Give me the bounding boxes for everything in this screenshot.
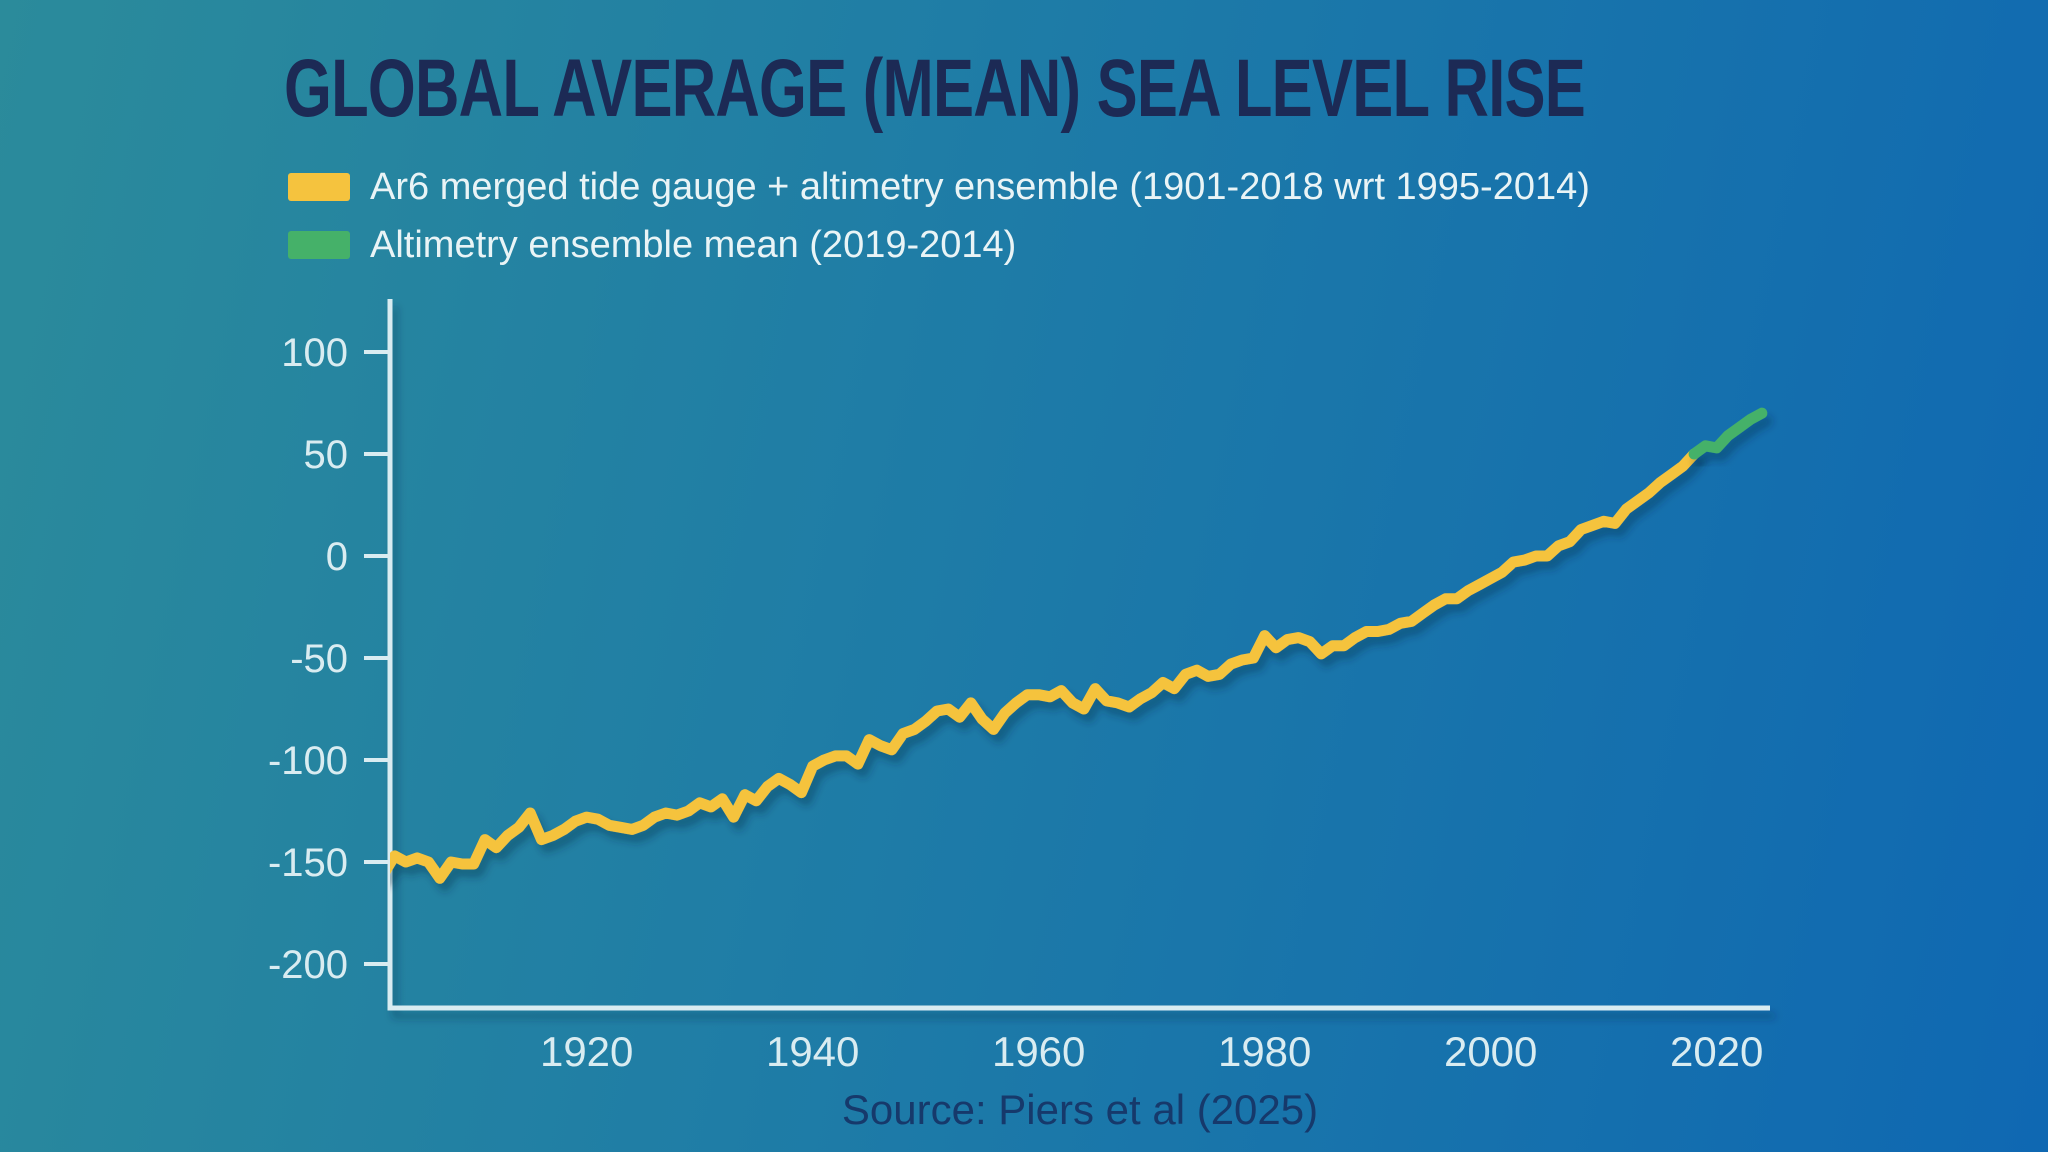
y-tick-label: -150 [268, 841, 348, 885]
x-tick-label: 1940 [766, 1028, 859, 1075]
legend-swatch-green [288, 231, 350, 259]
y-tick-label: -100 [268, 739, 348, 783]
y-axis-ticks: 100 50 0 -50 -100 -150 -200 [268, 331, 388, 987]
series-line-altimetry-mean [1688, 407, 1768, 460]
y-tick-label: -200 [268, 943, 348, 987]
x-tick-label: 2000 [1444, 1028, 1537, 1075]
chart-title: GLOBAL AVERAGE (MEAN) SEA LEVEL RISE [284, 43, 1586, 134]
legend-label-altimetry-mean: Altimetry ensemble mean (2019-2014) [370, 223, 1017, 266]
legend: Ar6 merged tide gauge + altimetry ensemb… [288, 158, 1590, 274]
y-tick-label: 50 [304, 433, 349, 477]
y-tick-label: -50 [290, 637, 348, 681]
legend-label-ar6-ensemble: Ar6 merged tide gauge + altimetry ensemb… [370, 165, 1590, 208]
y-tick-label: 100 [281, 331, 348, 375]
x-tick-label: 1980 [1218, 1028, 1311, 1075]
source-credit: Source: Piers et al (2025) [841, 1086, 1319, 1133]
legend-item-altimetry-mean: Altimetry ensemble mean (2019-2014) [288, 216, 1590, 274]
x-tick-label: 1960 [992, 1028, 1085, 1075]
legend-swatch-yellow [288, 173, 350, 201]
axis-lines [387, 299, 1770, 1011]
x-axis-ticks: 1920 1940 1960 1980 2000 2020 [540, 1028, 1763, 1075]
series-line-ar6-ensemble [390, 448, 1700, 884]
axes [387, 299, 1770, 1011]
y-tick-label: 0 [326, 535, 348, 579]
legend-item-ar6-ensemble: Ar6 merged tide gauge + altimetry ensemb… [288, 158, 1590, 216]
x-tick-label: 1920 [540, 1028, 633, 1075]
x-tick-label: 2020 [1670, 1028, 1763, 1075]
